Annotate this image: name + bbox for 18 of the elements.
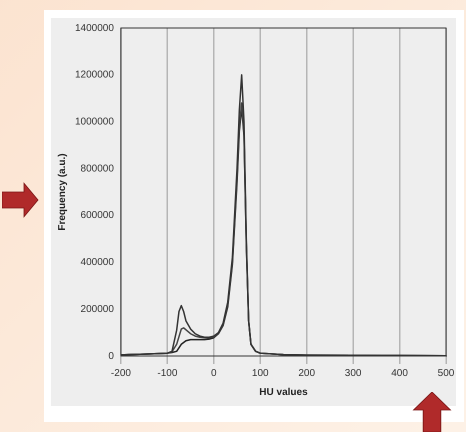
x-tick-label: 100 [252, 368, 270, 379]
y-tick-label: 0 [108, 350, 114, 362]
y-axis-title: Frequency (a.u.) [56, 153, 68, 231]
x-tick-label: 500 [438, 368, 455, 379]
x-tick-label: 300 [344, 368, 362, 379]
x-tick-label: -200 [110, 368, 132, 379]
x-tick-label: 0 [211, 368, 218, 379]
x-axis-title: HU values [259, 386, 308, 398]
y-tick-label: 1200000 [74, 70, 114, 81]
y-tick-label: 1400000 [74, 22, 114, 34]
y-tick-label: 200000 [80, 304, 114, 315]
y-tick-label: 800000 [80, 163, 114, 174]
x-tick-label: 400 [391, 368, 408, 379]
x-tick-label: 200 [298, 368, 316, 379]
y-tick-label: 400000 [80, 257, 114, 268]
x-tick-label: -100 [157, 368, 178, 379]
y-tick-label: 1000000 [74, 116, 114, 128]
y-tick-label: 600000 [80, 210, 114, 222]
